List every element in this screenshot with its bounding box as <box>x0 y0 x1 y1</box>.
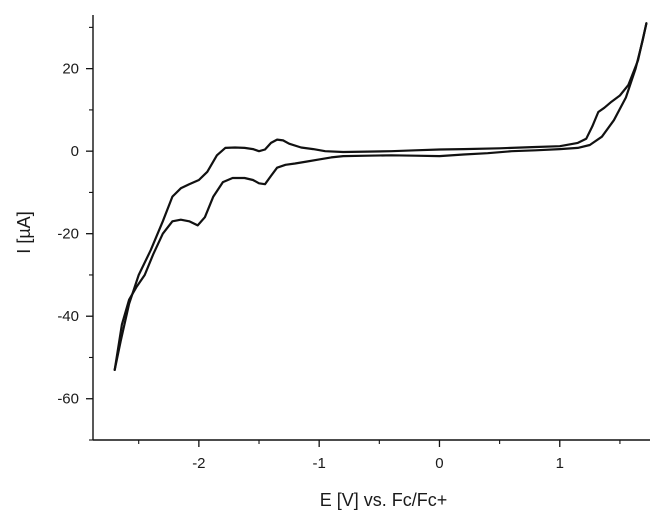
y-tick-label: -60 <box>57 391 79 408</box>
forward-scan-line <box>113 22 648 371</box>
y-axis-title: I [µA] <box>14 211 34 253</box>
y-tick-label: 0 <box>71 143 79 160</box>
series-group <box>113 22 648 371</box>
y-ticks: -60 -40 -20 0 20 <box>57 26 93 441</box>
x-tick-label: -1 <box>312 455 325 472</box>
x-tick-label: 1 <box>556 455 564 472</box>
x-ticks: -2 -1 0 1 <box>138 440 621 472</box>
y-tick-label: 20 <box>62 61 79 78</box>
y-tick-label: -40 <box>57 308 79 325</box>
x-tick-label: 0 <box>435 455 443 472</box>
y-tick-label: -20 <box>57 226 79 243</box>
x-tick-label: -2 <box>192 455 205 472</box>
reverse-scan-line <box>113 22 648 371</box>
x-axis-title: E [V] vs. Fc/Fc+ <box>320 490 448 510</box>
